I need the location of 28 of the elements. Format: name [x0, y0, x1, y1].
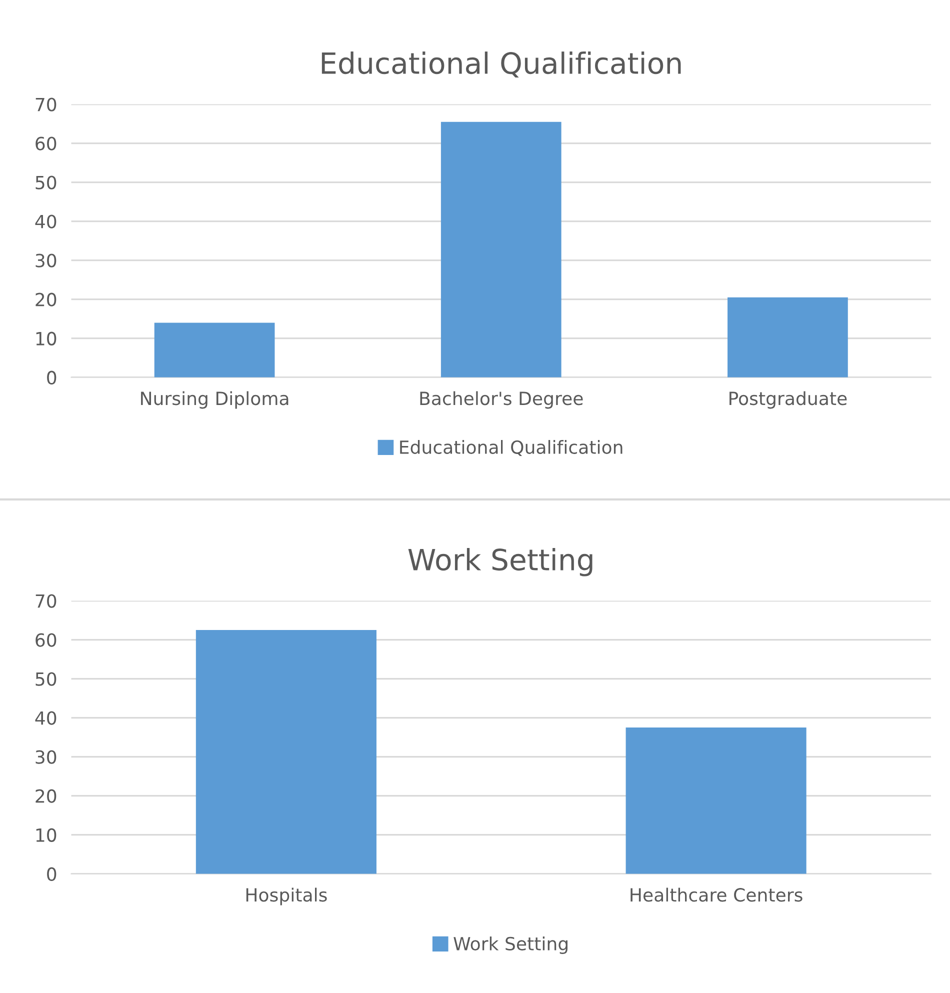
- y-tick-label: 10: [36, 828, 56, 842]
- x-tick-label: Hospitals: [246, 888, 327, 906]
- y-tick-label: 30: [36, 750, 56, 764]
- bar: [154, 322, 275, 378]
- bar: [440, 122, 562, 378]
- y-tick-label: 60: [36, 136, 56, 150]
- x-tick-label: Postgraduate: [730, 391, 847, 409]
- y-tick-label: 30: [36, 254, 56, 268]
- y-tick-label: 70: [36, 98, 56, 112]
- y-tick-label: 40: [35, 711, 56, 725]
- y-tick-label: 0: [47, 370, 56, 384]
- x-tick-label: Healthcare Centers: [630, 888, 802, 902]
- y-tick-label: 50: [36, 176, 56, 190]
- chart-title: Educational Qualification: [322, 52, 681, 78]
- y-tick-label: 20: [36, 789, 56, 803]
- x-tick-label: Nursing Diploma: [141, 391, 288, 409]
- legend-label: Work Setting: [454, 936, 568, 954]
- bar: [728, 297, 848, 378]
- y-tick-label: 50: [36, 672, 56, 686]
- y-tick-label: 10: [36, 332, 56, 346]
- y-tick-label: 20: [36, 292, 56, 306]
- y-tick-label: 0: [47, 867, 56, 881]
- x-tick-label: Bachelor's Degree: [420, 391, 583, 409]
- legend-label: Educational Qualification: [400, 440, 622, 456]
- chart-title: Work Setting: [408, 548, 592, 576]
- y-tick-label: 60: [36, 633, 56, 647]
- y-tick-label: 40: [35, 214, 56, 228]
- y-tick-label: 70: [36, 594, 56, 608]
